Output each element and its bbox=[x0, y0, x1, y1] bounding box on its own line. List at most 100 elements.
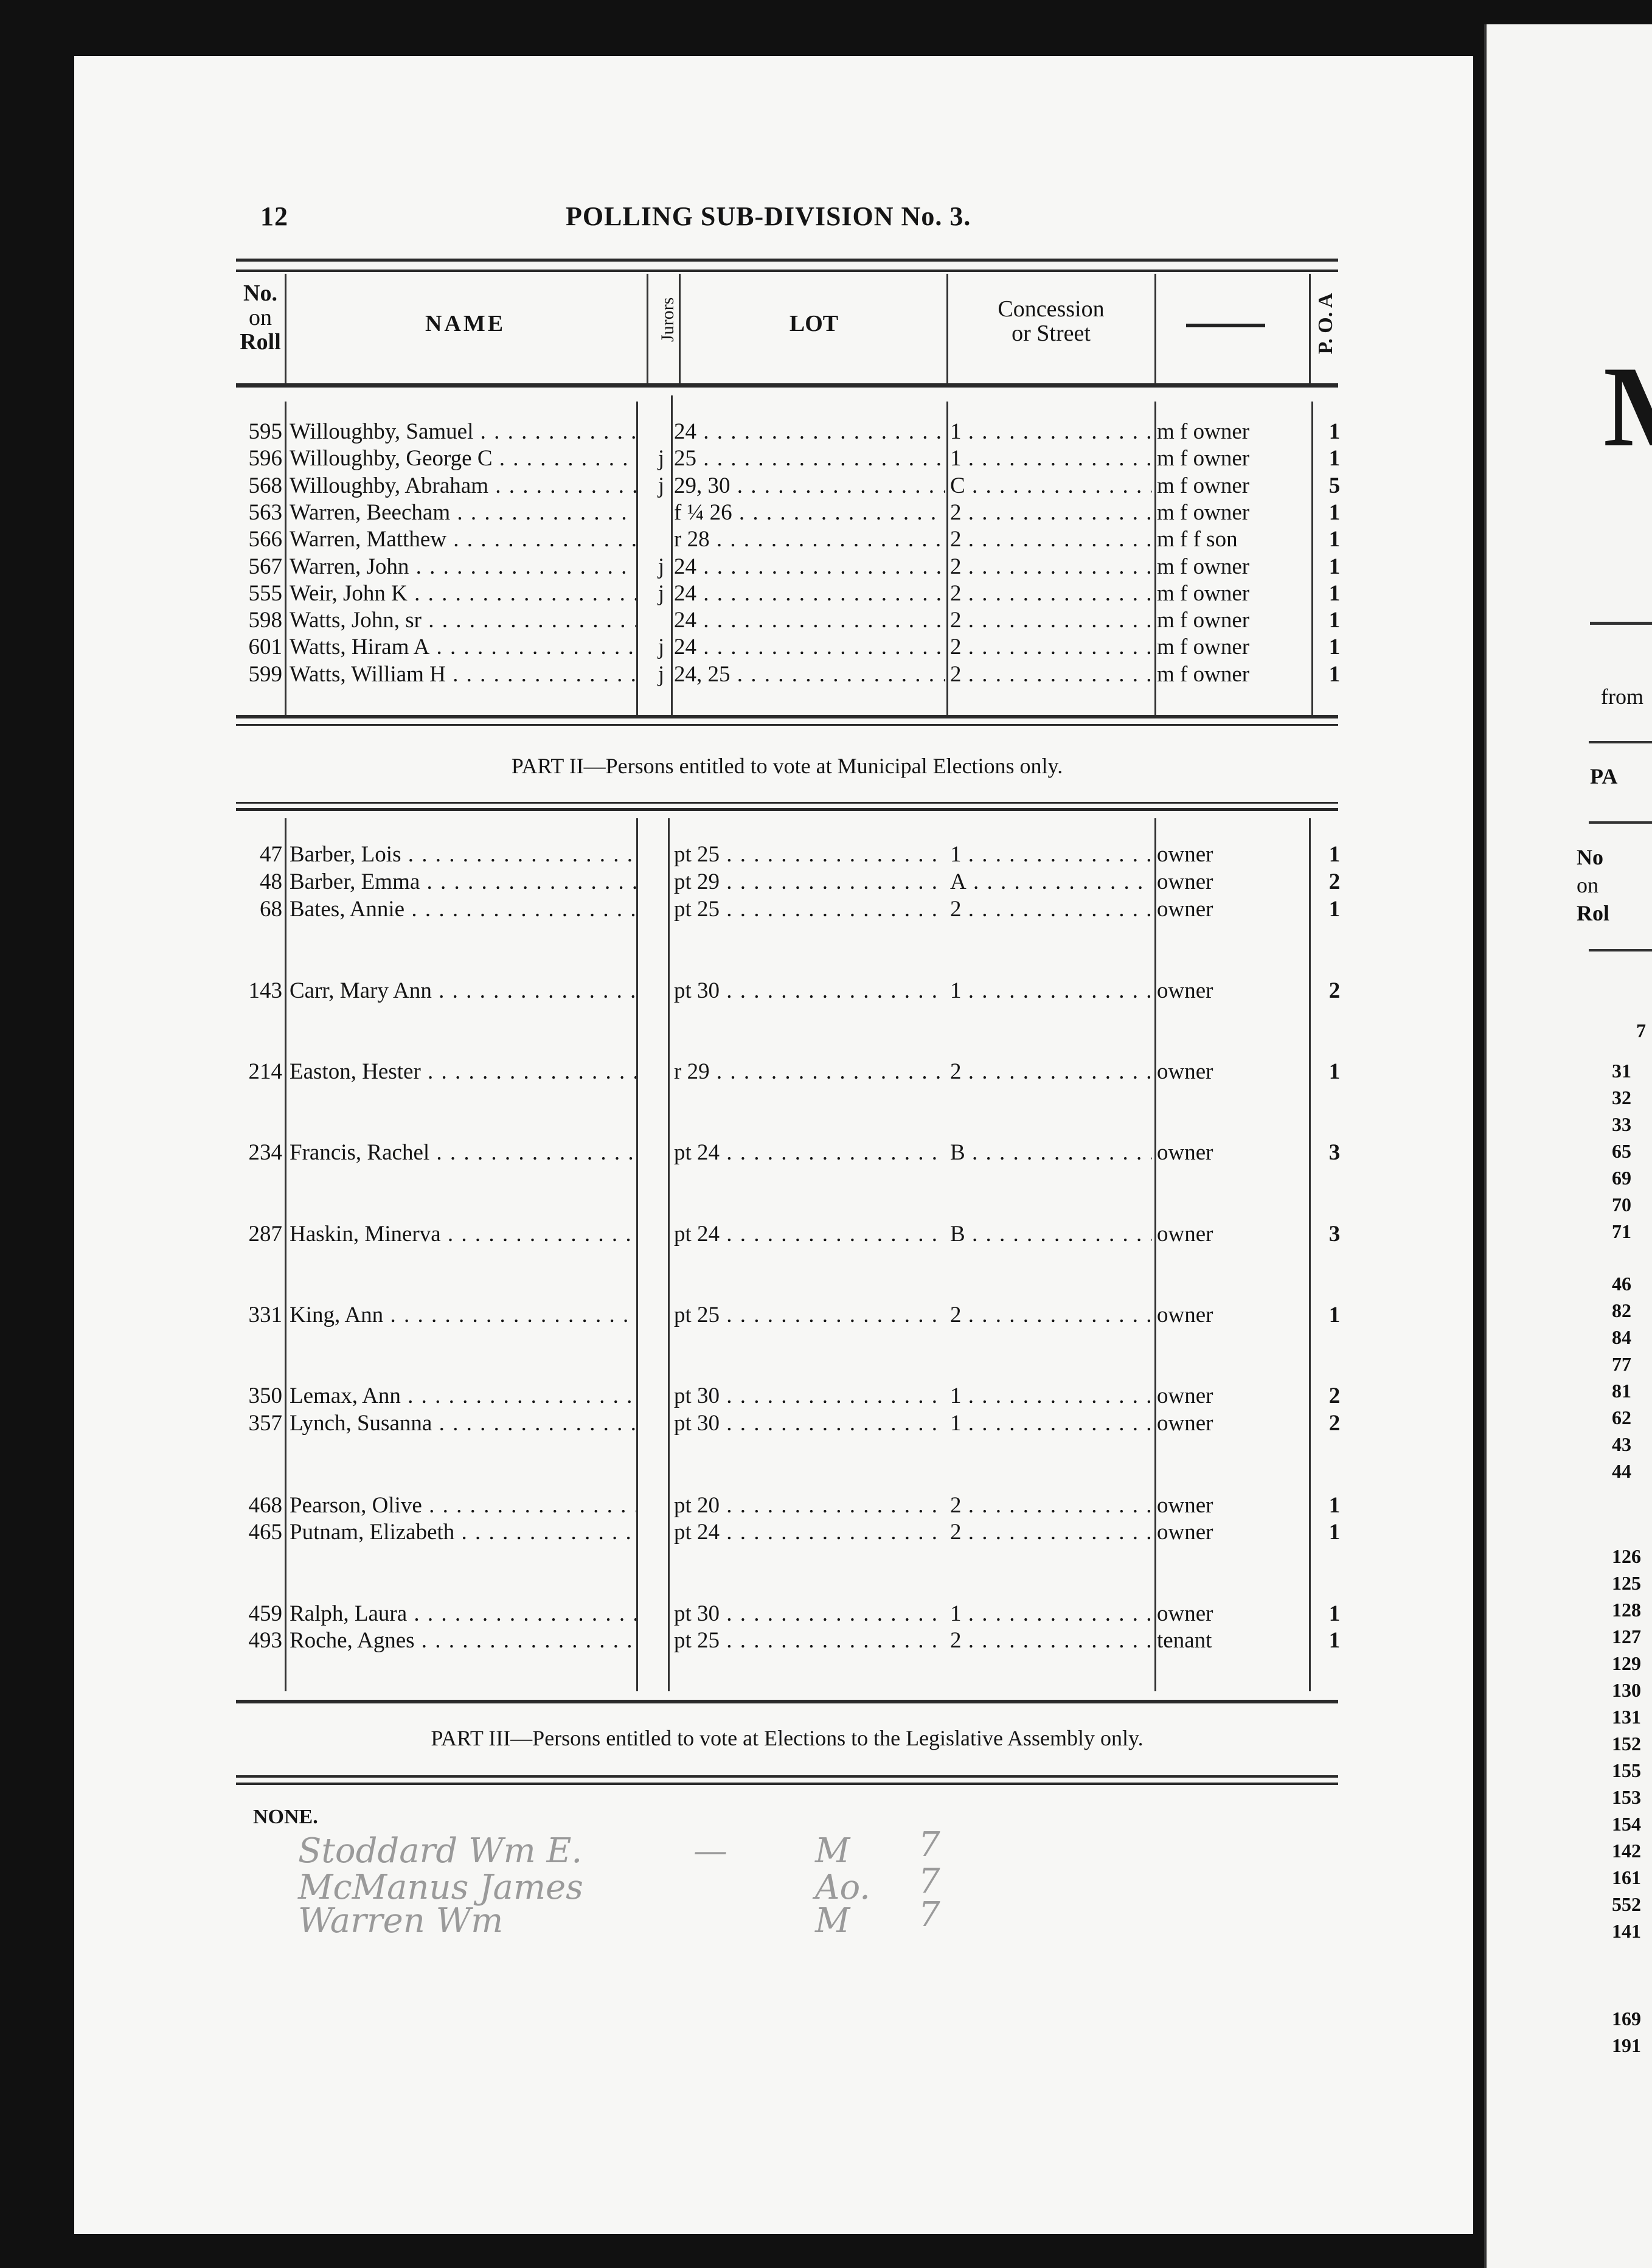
concession-value: 2 bbox=[950, 554, 1152, 580]
roll-number: 563 bbox=[248, 499, 283, 525]
adjacent-roll-number: 44 bbox=[1612, 1460, 1631, 1482]
rule bbox=[236, 270, 1338, 272]
status-value: m f owner bbox=[1157, 419, 1250, 444]
status-value: m f owner bbox=[1157, 635, 1250, 660]
voter-name: Willoughby, Abraham bbox=[290, 473, 636, 499]
juror-mark: j bbox=[658, 473, 665, 498]
adjacent-roll-number: 62 bbox=[1612, 1407, 1631, 1428]
lot-value: 24 bbox=[674, 607, 945, 634]
voter-name: Carr, Mary Ann bbox=[290, 978, 636, 1004]
table-row: 563 Warren, Beecham f ¼ 262m f owner 1 bbox=[0, 499, 1652, 526]
status-value: owner bbox=[1157, 978, 1213, 1003]
roll-number: 567 bbox=[248, 554, 283, 579]
adjacent-roll-number: 141 bbox=[1612, 1920, 1641, 1942]
header-poa: P. O. A bbox=[1314, 293, 1337, 355]
concession-value: B bbox=[950, 1221, 1152, 1248]
handwritten-mark: Ao. bbox=[815, 1868, 870, 1907]
header-lot: LOT bbox=[789, 311, 839, 336]
status-value: m f owner bbox=[1157, 473, 1250, 498]
voter-name: Warren, Beecham bbox=[290, 499, 636, 526]
concession-value: 2 bbox=[950, 526, 1152, 553]
concession-value: 2 bbox=[950, 634, 1152, 661]
voter-name: Pearson, Olive bbox=[290, 1492, 636, 1519]
poa-value: 3 bbox=[1328, 1140, 1341, 1165]
part2-heading: PART II—Persons entitled to vote at Muni… bbox=[511, 754, 1063, 778]
roll-number: 143 bbox=[248, 978, 283, 1003]
status-value: m f owner bbox=[1157, 446, 1250, 471]
adjacent-from: from bbox=[1601, 684, 1643, 709]
handwritten-number: 7 bbox=[918, 1862, 940, 1901]
poa-value: 1 bbox=[1328, 635, 1341, 660]
voter-name: King, Ann bbox=[290, 1302, 636, 1329]
status-value: owner bbox=[1157, 1059, 1213, 1084]
lot-value: pt 25 bbox=[674, 841, 945, 868]
lot-value: pt 30 bbox=[674, 1383, 945, 1410]
table-row: 568 Willoughby, Abraham j 29, 30Cm f owner 5 bbox=[0, 473, 1652, 499]
handwritten-name: Warren Wm bbox=[298, 1901, 504, 1941]
concession-value: 2 bbox=[950, 1492, 1152, 1519]
voter-name: Warren, John bbox=[290, 554, 636, 580]
adjacent-roll-number: 129 bbox=[1612, 1652, 1641, 1674]
rule bbox=[236, 259, 1338, 262]
poa-value: 1 bbox=[1328, 419, 1341, 444]
concession-value: 2 bbox=[950, 607, 1152, 634]
roll-number: 234 bbox=[248, 1140, 283, 1165]
status-value: owner bbox=[1157, 1303, 1213, 1327]
adjacent-part: PA bbox=[1590, 764, 1618, 788]
voter-name: Easton, Hester bbox=[290, 1059, 636, 1085]
voter-name: Barber, Emma bbox=[290, 869, 636, 896]
juror-mark: j bbox=[658, 580, 665, 606]
page-number: 12 bbox=[260, 201, 288, 231]
handwritten-dash: — bbox=[693, 1831, 727, 1871]
adjacent-roll-number: 82 bbox=[1612, 1299, 1631, 1321]
roll-number: 214 bbox=[248, 1059, 283, 1084]
voter-name: Ralph, Laura bbox=[290, 1601, 636, 1627]
handwritten-name: McManus James bbox=[298, 1868, 583, 1907]
concession-value: 1 bbox=[950, 1601, 1152, 1627]
adjacent-roll-number: 128 bbox=[1612, 1599, 1641, 1621]
lot-value: pt 20 bbox=[674, 1492, 945, 1519]
lot-value: 24 bbox=[674, 634, 945, 661]
adjacent-roll-number: 46 bbox=[1612, 1273, 1631, 1295]
adjacent-roll-number: 125 bbox=[1612, 1572, 1641, 1594]
table-row: 357 Lynch, Susanna pt 301owner 2 bbox=[0, 1410, 1652, 1437]
handwritten-name: Stoddard Wm E. bbox=[298, 1831, 583, 1871]
poa-value: 1 bbox=[1328, 580, 1341, 606]
lot-value: pt 24 bbox=[674, 1221, 945, 1248]
status-value: m f f son bbox=[1157, 527, 1238, 552]
roll-number: 287 bbox=[248, 1222, 283, 1247]
voter-name: Haskin, Minerva bbox=[290, 1221, 636, 1248]
rule bbox=[236, 715, 1338, 718]
voter-name: Lemax, Ann bbox=[290, 1383, 636, 1410]
header-name: NAME bbox=[425, 311, 506, 336]
concession-value: A bbox=[950, 869, 1152, 896]
table-row: 598 Watts, John, sr 242m f owner 1 bbox=[0, 607, 1652, 634]
status-value: owner bbox=[1157, 1140, 1213, 1165]
table-row: 468 Pearson, Olive pt 202owner 1 bbox=[0, 1492, 1652, 1519]
table-row: 465 Putnam, Elizabeth pt 242owner 1 bbox=[0, 1519, 1652, 1546]
status-value: owner bbox=[1157, 1222, 1213, 1247]
roll-number: 357 bbox=[248, 1411, 283, 1436]
rule bbox=[236, 724, 1338, 726]
table-row: 493 Roche, Agnes pt 252tenant 1 bbox=[0, 1627, 1652, 1654]
voter-name: Weir, John K bbox=[290, 580, 636, 607]
lot-value: 24, 25 bbox=[674, 661, 945, 688]
adjacent-roll-number: 155 bbox=[1612, 1759, 1641, 1781]
adjacent-roll-number: 31 bbox=[1612, 1060, 1631, 1082]
adjacent-roll-number: 153 bbox=[1612, 1786, 1641, 1808]
poa-value: 1 bbox=[1328, 499, 1341, 525]
adjacent-roll-number: 126 bbox=[1612, 1545, 1641, 1567]
lot-value: r 29 bbox=[674, 1059, 945, 1085]
adjacent-header: No on Rol bbox=[1577, 845, 1609, 925]
status-value: owner bbox=[1157, 1411, 1213, 1436]
lot-value: pt 30 bbox=[674, 1410, 945, 1437]
header-text: or Street bbox=[1012, 321, 1091, 346]
roll-number: 465 bbox=[248, 1520, 283, 1545]
part3-none: NONE. bbox=[253, 1806, 318, 1828]
adjacent-roll-number: 552 bbox=[1612, 1893, 1641, 1915]
rule bbox=[236, 802, 1338, 804]
adjacent-page bbox=[1484, 24, 1652, 2268]
status-value: owner bbox=[1157, 1493, 1213, 1518]
